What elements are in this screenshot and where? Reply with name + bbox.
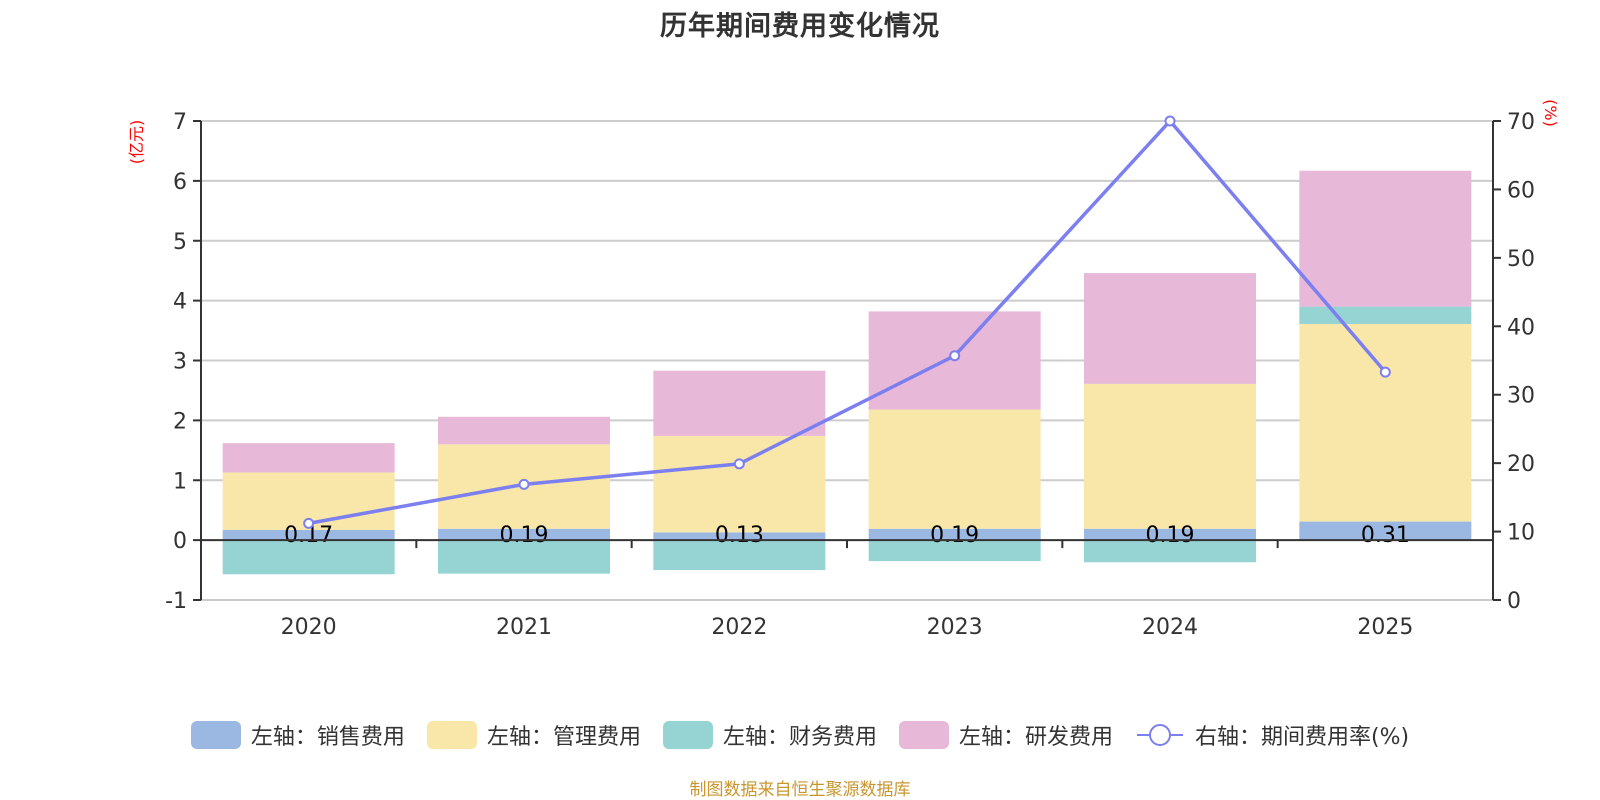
bar-2021-series-0 xyxy=(438,528,610,541)
bar-2023-series-2 xyxy=(868,540,1041,562)
x-axis-tick-label: 2024 xyxy=(1142,615,1198,640)
left-axis-tick-label: 3 xyxy=(173,350,187,375)
bar-2023-series-0 xyxy=(868,528,1041,541)
legend-item-2[interactable]: 左轴：财务费用 xyxy=(662,719,877,751)
legend-label: 左轴：财务费用 xyxy=(722,725,877,750)
legend-item-4[interactable]: 右轴：期间费用率(%) xyxy=(1135,719,1409,751)
legend-item-1[interactable]: 左轴：管理费用 xyxy=(426,719,641,751)
rate-line xyxy=(303,115,1391,529)
right-axis-tick-label: 20 xyxy=(1507,452,1535,477)
bar-2024-series-1 xyxy=(1084,383,1256,529)
left-axis-tick-label: 6 xyxy=(173,170,187,195)
left-axis-tick-label: 2 xyxy=(173,409,187,434)
bar-data-label: 0.19 xyxy=(1146,523,1195,548)
bar-2024-series-2 xyxy=(1084,540,1256,563)
chart-title: 历年期间费用变化情况 xyxy=(660,11,940,42)
bar-2020-series-3 xyxy=(222,443,395,473)
left-axis-tick-label: 0 xyxy=(173,529,187,554)
x-axis-tick-label: 2022 xyxy=(711,615,767,640)
legend-item-3[interactable]: 左轴：研发费用 xyxy=(898,719,1113,751)
right-axis-tick-label: 40 xyxy=(1507,315,1535,340)
legend-swatch-icon xyxy=(426,721,477,749)
gridlines xyxy=(201,120,1493,601)
bar-2021-series-2 xyxy=(438,540,610,574)
legend-swatch-icon xyxy=(898,721,949,749)
bar-2025-series-2 xyxy=(1299,306,1472,324)
bar-2025-series-0 xyxy=(1299,521,1472,541)
rate-point-2023 xyxy=(949,350,961,362)
bar-data-label: 0.19 xyxy=(500,523,549,548)
x-axis-tick-label: 2025 xyxy=(1357,615,1413,640)
left-axis-tick-label: 4 xyxy=(173,290,187,315)
bar-2022-series-0 xyxy=(653,532,826,541)
legend: 左轴：销售费用 左轴：管理费用 左轴：财务费用 左轴：研发费用 右轴：期间费用率(%) xyxy=(0,719,1600,751)
left-axis-tick-label: 7 xyxy=(173,110,187,135)
legend-item-0[interactable]: 左轴：销售费用 xyxy=(190,719,405,751)
right-axis-tick-label: 60 xyxy=(1507,178,1535,203)
rate-point-2021 xyxy=(518,478,530,490)
source-note: 制图数据来自恒生聚源数据库 xyxy=(689,780,911,800)
bar-2022-series-3 xyxy=(653,370,826,436)
right-axis-tick-label: 10 xyxy=(1507,521,1535,546)
legend-swatch-icon xyxy=(662,721,713,749)
bar-2024-series-0 xyxy=(1084,528,1256,541)
x-axis-tick-label: 2020 xyxy=(281,615,337,640)
rate-point-2025 xyxy=(1379,366,1391,378)
bar-2025-series-3 xyxy=(1299,170,1472,307)
bar-data-label: 0.31 xyxy=(1361,523,1410,548)
bar-2020-series-0 xyxy=(222,529,395,541)
left-axis-tick-label: 1 xyxy=(173,469,187,494)
bars xyxy=(222,170,1472,575)
legend-swatch-icon xyxy=(190,721,241,749)
x-axis-tick-label: 2023 xyxy=(927,615,983,640)
rate-point-2020 xyxy=(303,517,315,529)
legend-label: 右轴：期间费用率(%) xyxy=(1194,725,1410,750)
right-axis-unit-label: (%) xyxy=(1541,99,1560,127)
legend-label: 左轴：研发费用 xyxy=(958,725,1113,750)
bar-2025-series-1 xyxy=(1299,323,1472,522)
bar-data-label: 0.19 xyxy=(930,523,979,548)
right-axis-tick-label: 50 xyxy=(1507,247,1535,272)
legend-line-marker-icon xyxy=(1136,724,1183,746)
legend-label: 左轴：管理费用 xyxy=(486,725,641,750)
rate-line-path xyxy=(308,119,1387,526)
bar-2023-series-1 xyxy=(868,409,1041,529)
bar-data-label: 0.13 xyxy=(715,523,764,548)
x-axis-tick-label: 2021 xyxy=(496,615,552,640)
right-axis-tick-label: 70 xyxy=(1507,110,1535,135)
bar-2021-series-3 xyxy=(438,416,610,445)
left-axis-unit-label: (亿元) xyxy=(127,120,146,165)
rate-point-2022 xyxy=(733,458,745,470)
rate-point-2024 xyxy=(1164,115,1176,127)
legend-label: 左轴：销售费用 xyxy=(250,725,405,750)
right-axis-tick-label: 0 xyxy=(1507,589,1521,614)
bar-2024-series-3 xyxy=(1084,273,1256,384)
bar-2020-series-2 xyxy=(222,540,395,575)
left-axis-tick-label: 5 xyxy=(173,230,187,255)
bar-2022-series-1 xyxy=(653,435,826,533)
bar-2022-series-2 xyxy=(653,540,826,571)
left-axis-tick-label: -1 xyxy=(165,589,187,614)
right-axis-tick-label: 30 xyxy=(1507,384,1535,409)
